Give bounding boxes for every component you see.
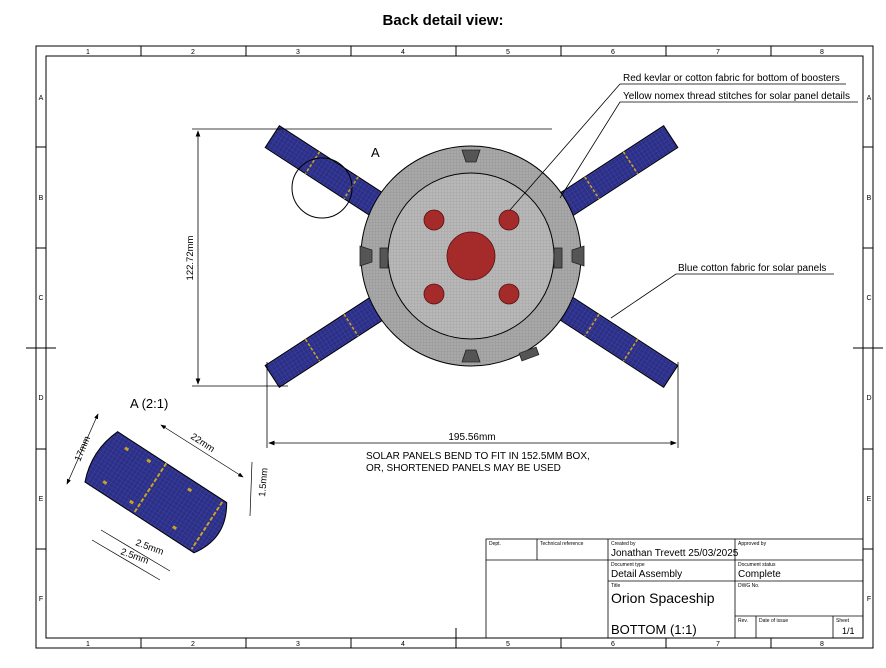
- row-label: A: [867, 95, 872, 102]
- row-label: C: [38, 295, 43, 302]
- row-label: B: [39, 195, 44, 202]
- col-label: 1: [86, 641, 90, 648]
- col-label: 8: [820, 49, 824, 56]
- col-label: 6: [611, 49, 615, 56]
- tb-rev-label: Rev.: [738, 618, 748, 624]
- tb-doc-status-label: Document status: [738, 562, 776, 568]
- col-label: 5: [506, 641, 510, 648]
- col-label: 1: [86, 49, 90, 56]
- col-label: 5: [506, 49, 510, 56]
- tb-doc-type: Detail Assembly: [611, 569, 683, 580]
- height-dimension-label: 122.72mm: [185, 235, 196, 280]
- spaceship-view: [264, 125, 679, 388]
- inner-frame: [45, 55, 864, 639]
- col-label: 3: [296, 641, 300, 648]
- solar-panel-top-right: [535, 125, 679, 231]
- row-labels: A B C D E F A B C D E F: [38, 95, 871, 603]
- thrusters: [359, 149, 585, 363]
- tb-created-by: Jonathan Trevett 25/03/2025: [611, 548, 739, 559]
- note-line-2: OR, SHORTENED PANELS MAY BE USED: [366, 463, 561, 474]
- detail-dim-1-5mm: 1.5mm: [257, 467, 270, 497]
- tb-date-label: Date of issue: [759, 618, 789, 624]
- detail-dimension-lines: [66, 413, 253, 581]
- booster-nozzles: [423, 209, 520, 305]
- callout-nomex: Yellow nomex thread stitches for solar p…: [623, 91, 850, 102]
- tb-title: Orion Spaceship: [611, 590, 715, 606]
- tb-sheet-label: Sheet: [836, 618, 850, 624]
- col-label: 2: [191, 641, 195, 648]
- tb-approved-by-label: Approved by: [738, 541, 767, 547]
- width-dimension-label: 195.56mm: [448, 432, 495, 443]
- detail-circle-a: [291, 157, 353, 219]
- col-label: 3: [296, 49, 300, 56]
- page-title: Back detail view:: [382, 12, 504, 29]
- col-label: 2: [191, 49, 195, 56]
- detail-marker-a: A: [371, 145, 380, 160]
- callout-blue-cotton: Blue cotton fabric for solar panels: [678, 263, 826, 274]
- outer-frame: [35, 45, 874, 649]
- tb-dwg-label: DWG No.: [738, 583, 760, 589]
- row-label: B: [867, 195, 872, 202]
- width-dimension: [266, 362, 679, 448]
- detail-title: A (2:1): [130, 396, 168, 411]
- title-block-frame: [485, 538, 864, 639]
- height-dimension: [192, 128, 552, 387]
- row-label: D: [866, 395, 871, 402]
- row-ticks: [26, 146, 883, 550]
- tb-dept-label: Dept.: [489, 541, 501, 547]
- tb-title-label: Title: [611, 583, 621, 589]
- tb-tech-ref-label: Technical reference: [540, 541, 584, 547]
- col-label: 7: [716, 641, 720, 648]
- note-line-1: SOLAR PANELS BEND TO FIT IN 152.5MM BOX,: [366, 451, 590, 462]
- column-ticks: [140, 46, 772, 648]
- callout-kevlar: Red kevlar or cotton fabric for bottom o…: [623, 73, 840, 84]
- col-label: 4: [401, 641, 405, 648]
- column-labels: 1 2 3 4 5 6 7 8 1 2 3 4 5 6 7 8: [86, 49, 824, 648]
- tb-created-by-label: Created by: [611, 541, 636, 547]
- row-label: C: [866, 295, 871, 302]
- col-label: 7: [716, 49, 720, 56]
- row-label: D: [38, 395, 43, 402]
- tb-doc-status: Complete: [738, 569, 781, 580]
- detail-dim-17mm: 17mm: [73, 434, 93, 463]
- row-label: E: [39, 496, 44, 503]
- col-label: 4: [401, 49, 405, 56]
- row-label: F: [39, 596, 43, 603]
- tb-doc-type-label: Document type: [611, 562, 645, 568]
- solar-panel-bottom-right: [535, 282, 679, 388]
- col-label: 6: [611, 641, 615, 648]
- tb-sheet: 1/1: [842, 626, 855, 636]
- callout-leaders: [509, 83, 858, 319]
- col-label: 8: [820, 641, 824, 648]
- row-label: E: [867, 496, 872, 503]
- row-label: F: [867, 596, 871, 603]
- tb-subtitle: BOTTOM (1:1): [611, 622, 697, 637]
- row-label: A: [39, 95, 44, 102]
